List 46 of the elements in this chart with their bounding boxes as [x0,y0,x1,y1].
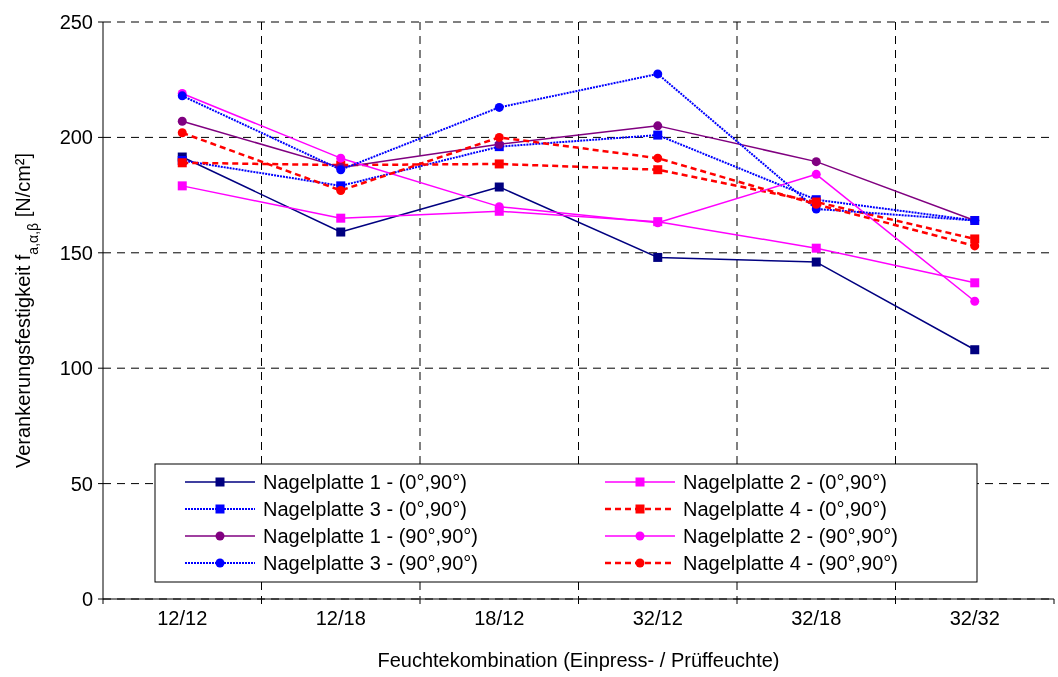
point [653,69,663,79]
point [970,296,980,306]
point [494,159,504,169]
point [494,182,504,192]
legend-label: Nagelplatte 4 - (0°,90°) [683,498,887,520]
point [811,257,821,267]
legend-label: Nagelplatte 1 - (90°,90°) [263,525,478,547]
y-tick-label: 250 [59,11,93,33]
x-axis-title: Feuchtekombination (Einpress- / Prüffeuchte) [377,649,780,671]
point [494,102,504,112]
legend-label: Nagelplatte 1 - (0°,90°) [263,471,467,493]
legend-label: Nagelplatte 3 - (90°,90°) [263,552,478,574]
legend-label: Nagelplatte 4 - (90°,90°) [683,552,898,574]
legend-label: Nagelplatte 2 - (0°,90°) [683,471,887,493]
point [653,165,663,175]
point [177,128,187,138]
point [494,132,504,142]
point [811,243,821,253]
point [336,227,346,237]
y-tick-label: 150 [59,241,93,264]
x-tick-label: 12/12 [157,607,208,629]
y-tick-label: 200 [59,126,93,149]
x-tick-label: 12/18 [315,607,366,629]
point [177,181,187,191]
y-tick-label: 50 [70,472,93,495]
x-tick-label: 32/32 [949,607,1000,629]
y-tick-label: 100 [59,357,93,380]
point [970,234,980,244]
legend-label: Nagelplatte 2 - (90°,90°) [683,525,898,547]
point [336,213,346,223]
point [177,116,187,126]
point [653,121,663,131]
point [336,153,346,163]
point [811,157,821,167]
point [653,130,663,140]
point [653,252,663,262]
point [970,345,980,355]
legend-label: Nagelplatte 3 - (0°,90°) [263,498,467,520]
y-tick-label: 0 [81,588,93,610]
point [811,169,821,179]
x-tick-label: 32/18 [791,607,842,629]
point [653,153,663,163]
x-tick-label: 32/12 [632,607,683,629]
point [970,278,980,288]
x-tick-label: 18/12 [474,607,525,629]
point [336,185,346,195]
